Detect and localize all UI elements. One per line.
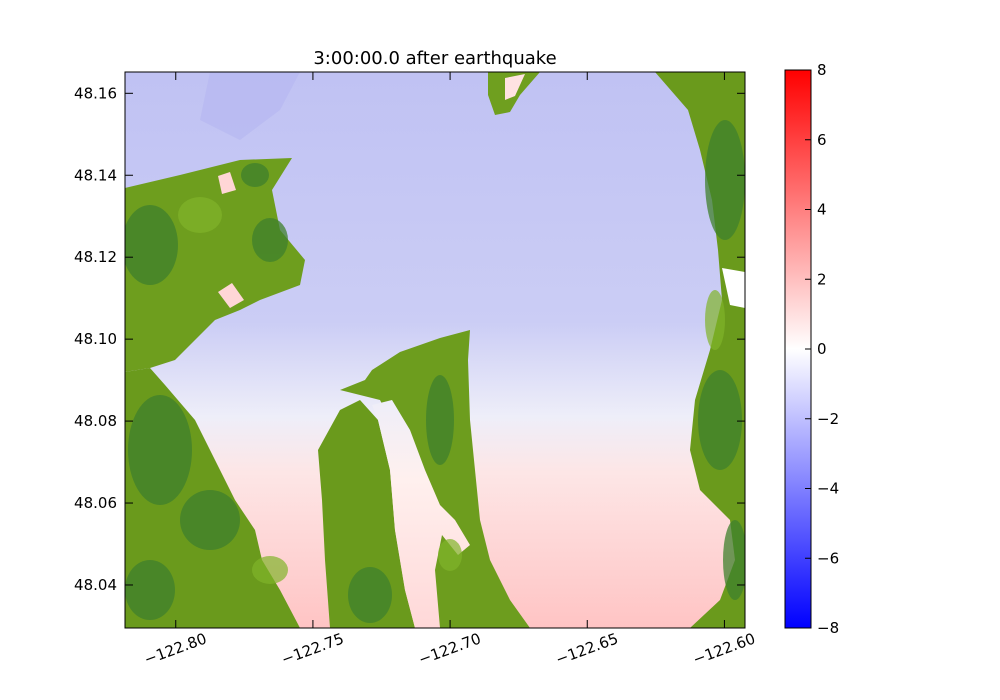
pond-east	[722, 268, 745, 308]
colorbar-tick-label: −6	[817, 549, 839, 567]
colorbar-tick-label: 4	[817, 201, 827, 219]
x-tick-label: −122.60	[690, 629, 757, 668]
y-tick-label: 48.10	[74, 330, 117, 348]
pond-west	[218, 283, 244, 308]
colorbar-tick-label: 6	[817, 131, 827, 149]
colorbar-tick-label: −8	[817, 619, 839, 637]
heatmap-image	[125, 72, 745, 628]
pond-northeast	[505, 74, 525, 100]
y-tick-label: 48.04	[74, 576, 117, 594]
y-axis-ticks: 48.04 48.06 48.08 48.10 48.12 48.14 48.16	[74, 84, 745, 594]
y-tick-label: 48.12	[74, 248, 117, 266]
water-trough	[200, 72, 300, 140]
land-spit	[318, 400, 415, 628]
colorbar-tick-label: 0	[817, 340, 827, 358]
pond-north	[218, 172, 236, 194]
water-inlet	[372, 400, 470, 628]
land-dark-patches	[125, 120, 745, 623]
y-tick-label: 48.08	[74, 412, 117, 430]
x-tick-label: −122.70	[416, 629, 483, 668]
chart-title: 3:00:00.0 after earthquake	[313, 48, 556, 69]
x-tick-label: −122.75	[279, 629, 346, 668]
x-tick-label: −122.80	[142, 629, 209, 668]
land-west-peninsula	[125, 158, 305, 372]
x-tick-label: −122.65	[553, 629, 620, 668]
colorbar-tick-label: 8	[817, 61, 827, 79]
colorbar-tick-label: −4	[817, 480, 839, 498]
land-light-patches	[178, 197, 725, 584]
y-tick-label: 48.06	[74, 494, 117, 512]
colorbar-tick-label: 2	[817, 270, 827, 288]
y-tick-label: 48.14	[74, 166, 117, 184]
plot-frame	[124, 71, 746, 629]
colorbar-tick-label: −2	[817, 410, 839, 428]
y-tick-label: 48.16	[74, 84, 117, 102]
colorbar-ticks: 8 6 4 2 0 −2 −4 −6 −8	[805, 61, 839, 637]
